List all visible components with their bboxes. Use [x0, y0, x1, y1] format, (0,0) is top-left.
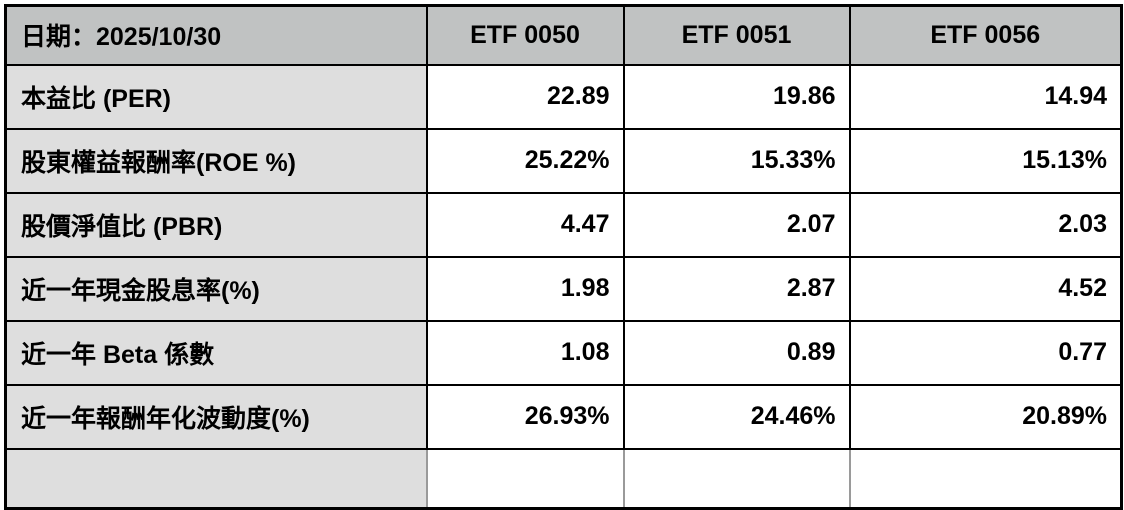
partial-row-cell [425, 447, 625, 510]
value-cell: 22.89 [425, 63, 625, 130]
value-cell: 15.33% [622, 127, 851, 194]
table-row-roe: 股東權益報酬率(ROE %) 25.22% 15.33% 15.13% [4, 127, 1123, 194]
etf-comparison-table-wrapper: 日期：2025/10/30 ETF 0050 ETF 0051 ETF 0056… [4, 4, 1123, 510]
row-label-cell: 股東權益報酬率(ROE %) [4, 127, 428, 194]
value-cell: 2.87 [622, 255, 851, 322]
value-cell: 4.52 [848, 255, 1123, 322]
value-cell: 20.89% [848, 383, 1123, 450]
value-cell: 0.89 [622, 319, 851, 386]
date-header-cell: 日期：2025/10/30 [4, 4, 428, 66]
value-cell: 25.22% [425, 127, 625, 194]
value-cell: 15.13% [848, 127, 1123, 194]
column-header-etf-0056: ETF 0056 [848, 4, 1123, 66]
table-row-per: 本益比 (PER) 22.89 19.86 14.94 [4, 63, 1123, 130]
value-cell: 2.07 [622, 191, 851, 258]
partial-row-cell [848, 447, 1123, 510]
row-label-cell: 股價淨值比 (PBR) [4, 191, 428, 258]
column-header-etf-0051: ETF 0051 [622, 4, 851, 66]
row-label-cell: 近一年 Beta 係數 [4, 319, 428, 386]
value-cell: 0.77 [848, 319, 1123, 386]
table-row-cash-dividend-yield: 近一年現金股息率(%) 1.98 2.87 4.52 [4, 255, 1123, 322]
value-cell: 19.86 [622, 63, 851, 130]
partial-row-cell [4, 447, 428, 510]
value-cell: 2.03 [848, 191, 1123, 258]
table-header: 日期：2025/10/30 ETF 0050 ETF 0051 ETF 0056 [4, 4, 1123, 66]
table-row-annualized-volatility: 近一年報酬年化波動度(%) 26.93% 24.46% 20.89% [4, 383, 1123, 450]
column-header-etf-0050: ETF 0050 [425, 4, 625, 66]
value-cell: 26.93% [425, 383, 625, 450]
partial-row-cell [622, 447, 851, 510]
table-row-beta: 近一年 Beta 係數 1.08 0.89 0.77 [4, 319, 1123, 386]
partial-cut-off-row [4, 447, 1123, 510]
row-label-cell: 近一年報酬年化波動度(%) [4, 383, 428, 450]
value-cell: 4.47 [425, 191, 625, 258]
value-cell: 1.98 [425, 255, 625, 322]
header-row: 日期：2025/10/30 ETF 0050 ETF 0051 ETF 0056 [4, 4, 1123, 66]
value-cell: 14.94 [848, 63, 1123, 130]
value-cell: 24.46% [622, 383, 851, 450]
row-label-cell: 近一年現金股息率(%) [4, 255, 428, 322]
table-body: 本益比 (PER) 22.89 19.86 14.94 股東權益報酬率(ROE … [4, 63, 1123, 510]
value-cell: 1.08 [425, 319, 625, 386]
etf-comparison-table: 日期：2025/10/30 ETF 0050 ETF 0051 ETF 0056… [4, 4, 1123, 510]
row-label-cell: 本益比 (PER) [4, 63, 428, 130]
table-row-pbr: 股價淨值比 (PBR) 4.47 2.07 2.03 [4, 191, 1123, 258]
